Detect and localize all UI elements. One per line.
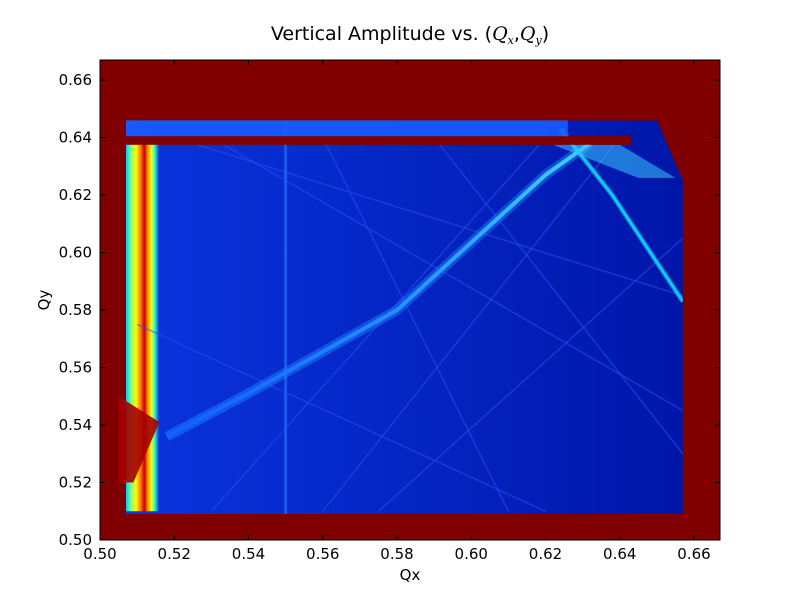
top-strip [125, 120, 568, 137]
x-tick-label: 0.66 [677, 545, 710, 563]
x-tick-label: 0.60 [455, 545, 488, 563]
y-tick-label: 0.62 [59, 186, 92, 204]
x-tick-label: 0.64 [603, 545, 636, 563]
x-tick-label: 0.62 [529, 545, 562, 563]
axis-ticks: 0.50 0.52 0.54 0.56 0.58 0.60 0.62 0.64 0.66 0.50… [59, 60, 720, 563]
x-tick-label: 0.50 [83, 545, 116, 563]
saturated-region [100, 514, 720, 540]
saturated-region [114, 136, 631, 145]
faint-resonance-line [174, 136, 684, 297]
plot-frame [99, 59, 721, 541]
x-tick-label: 0.54 [232, 545, 265, 563]
y-tick-label: 0.58 [59, 301, 92, 319]
x-tick-label: 0.52 [158, 545, 191, 563]
x-tick-label: 0.58 [380, 545, 413, 563]
y-tick-label: 0.54 [59, 416, 92, 434]
y-tick-label: 0.56 [59, 359, 92, 377]
y-tick-label: 0.64 [59, 129, 92, 147]
y-tick-label: 0.52 [59, 474, 92, 492]
x-axis-label: Qx [400, 566, 421, 584]
y-tick-label: 0.66 [59, 71, 92, 89]
lower-left-saturated [118, 396, 160, 483]
y-tick-label: 0.60 [59, 244, 92, 262]
x-tick-label: 0.56 [306, 545, 339, 563]
faint-resonance-line [322, 137, 510, 512]
saturated-region [682, 60, 720, 540]
corner-saturated [656, 120, 683, 181]
faint-resonance-line [322, 137, 621, 512]
y-axis-label: Qy [35, 290, 53, 311]
heatmap-image [100, 60, 720, 540]
faint-resonance-line [136, 323, 546, 512]
chart-title: Vertical Amplitude vs. (Qx,Qy) [271, 23, 549, 47]
stable-region [111, 120, 683, 515]
corner-glow [552, 144, 676, 178]
faint-resonance-line [211, 136, 684, 412]
faint-resonance-line [377, 237, 684, 512]
faint-resonance-line [433, 137, 684, 455]
y-tick-label: 0.50 [59, 531, 92, 549]
diagonal-resonance [165, 141, 592, 439]
saturated-region [100, 60, 720, 121]
